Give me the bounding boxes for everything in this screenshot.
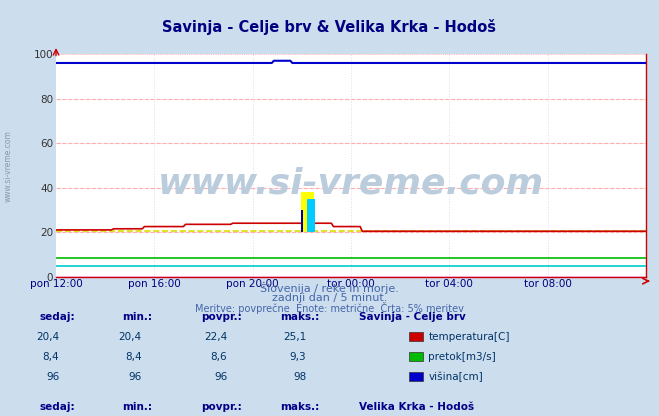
Text: Savinja - Celje brv & Velika Krka - Hodoš: Savinja - Celje brv & Velika Krka - Hodo… (163, 19, 496, 35)
Text: www.si-vreme.com: www.si-vreme.com (158, 166, 544, 200)
Text: pretok[m3/s]: pretok[m3/s] (428, 352, 496, 362)
Text: povpr.:: povpr.: (201, 312, 242, 322)
Text: temperatura[C]: temperatura[C] (428, 332, 510, 342)
Bar (307, 199, 315, 232)
Text: 22,4: 22,4 (204, 332, 227, 342)
Text: 96: 96 (46, 372, 59, 382)
Text: 20,4: 20,4 (36, 332, 59, 342)
Text: Velika Krka - Hodoš: Velika Krka - Hodoš (359, 402, 474, 412)
Text: sedaj:: sedaj: (40, 402, 75, 412)
Text: zadnji dan / 5 minut.: zadnji dan / 5 minut. (272, 293, 387, 303)
Text: 98: 98 (293, 372, 306, 382)
Text: www.si-vreme.com: www.si-vreme.com (3, 131, 13, 202)
Text: Meritve: povprečne  Enote: metrične  Črta: 5% meritev: Meritve: povprečne Enote: metrične Črta:… (195, 302, 464, 314)
Text: povpr.:: povpr.: (201, 402, 242, 412)
Bar (301, 210, 303, 232)
Text: min.:: min.: (122, 312, 152, 322)
Text: 9,3: 9,3 (290, 352, 306, 362)
Text: 8,6: 8,6 (211, 352, 227, 362)
Text: Slovenija / reke in morje.: Slovenija / reke in morje. (260, 284, 399, 294)
Text: 20,4: 20,4 (119, 332, 142, 342)
Text: 8,4: 8,4 (125, 352, 142, 362)
Text: sedaj:: sedaj: (40, 312, 75, 322)
Text: Savinja - Celje brv: Savinja - Celje brv (359, 312, 466, 322)
Text: min.:: min.: (122, 402, 152, 412)
Text: 96: 96 (129, 372, 142, 382)
Bar (301, 192, 314, 232)
Text: 96: 96 (214, 372, 227, 382)
Text: maks.:: maks.: (280, 312, 320, 322)
Text: višina[cm]: višina[cm] (428, 372, 483, 382)
Text: 25,1: 25,1 (283, 332, 306, 342)
Text: maks.:: maks.: (280, 402, 320, 412)
Text: 8,4: 8,4 (43, 352, 59, 362)
